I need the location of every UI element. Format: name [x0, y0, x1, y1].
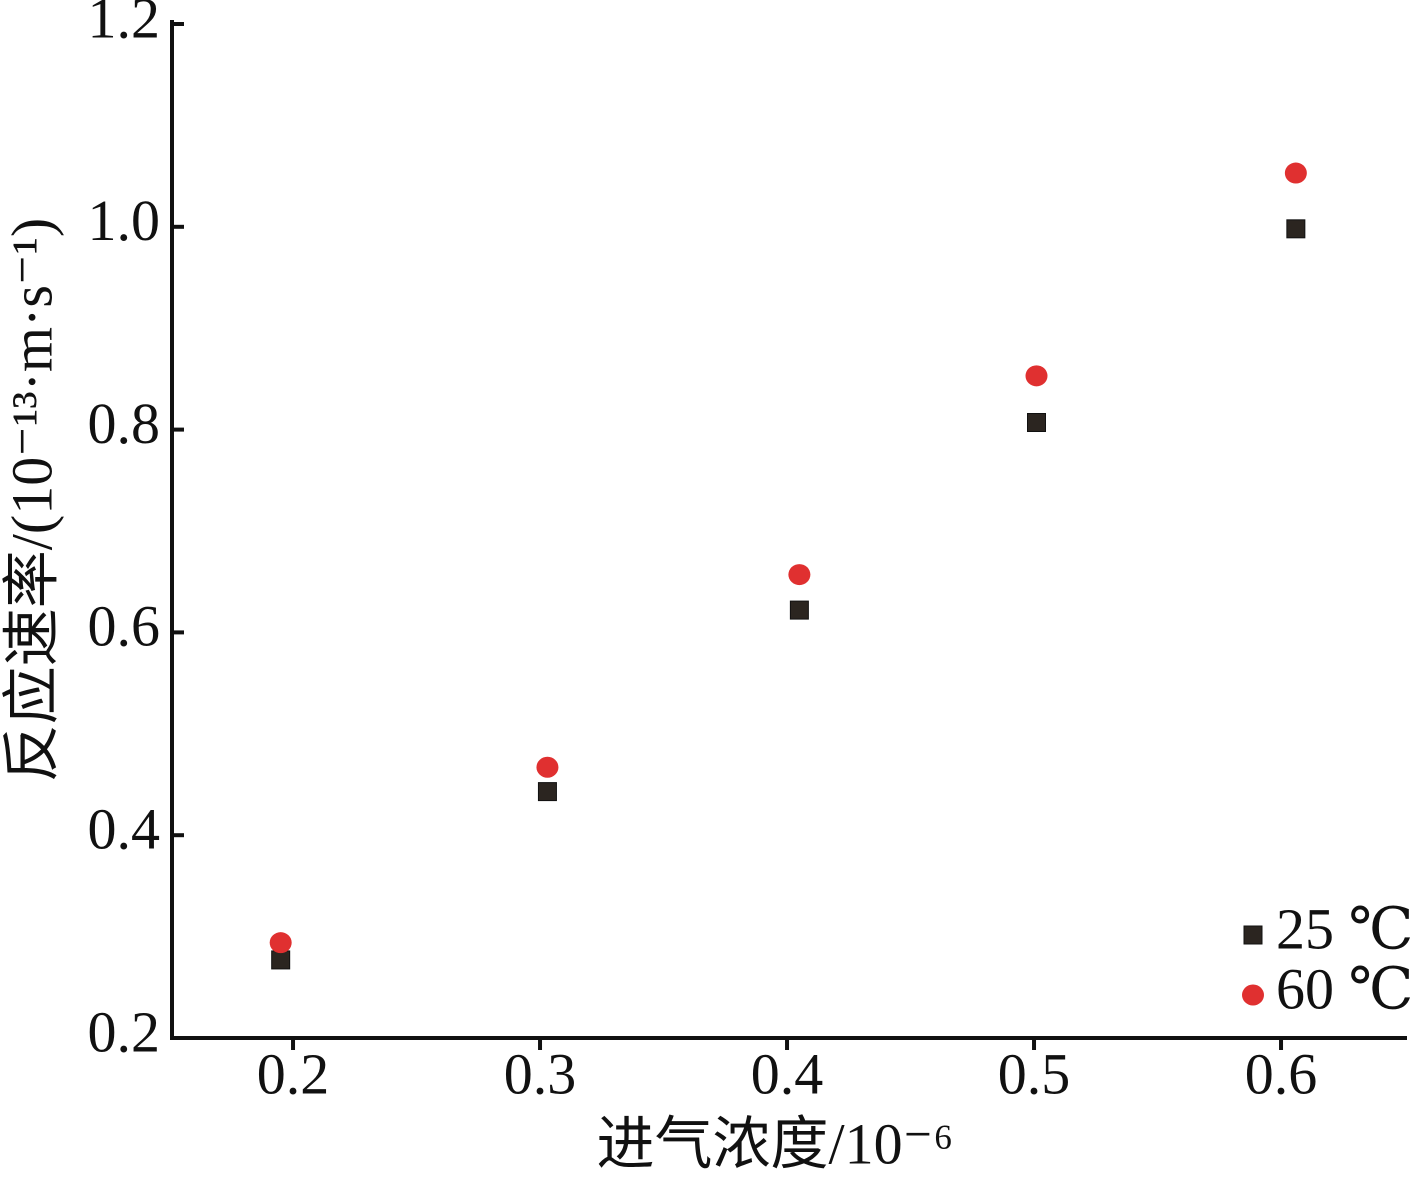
- point: [269, 932, 292, 954]
- x-tick-label: 0.3: [504, 1041, 577, 1106]
- point: [1286, 219, 1306, 239]
- point: [537, 782, 557, 802]
- point: [788, 564, 811, 586]
- y-tick-label: 0.2: [88, 999, 161, 1064]
- point: [536, 756, 559, 778]
- y-tick-label: 1.0: [88, 188, 161, 253]
- y-axis-label: 反应速率/(10⁻¹³·m·s⁻¹): [0, 218, 64, 782]
- legend-label: 60 ℃: [1276, 956, 1413, 1021]
- point: [1027, 413, 1046, 433]
- point: [271, 950, 291, 970]
- x-tick-label: 0.2: [257, 1041, 330, 1106]
- x-tick-label: 0.4: [751, 1041, 824, 1106]
- y-tick-label: 0.8: [88, 391, 161, 456]
- y-tick-label: 1.2: [88, 0, 161, 50]
- point: [789, 600, 809, 620]
- x-axis-label: 进气浓度/10⁻⁶: [597, 1111, 954, 1176]
- point: [1025, 365, 1048, 387]
- y-tick-label: 0.4: [88, 797, 161, 862]
- legend-label: 25 ℃: [1276, 896, 1413, 961]
- legend-marker: [1242, 984, 1264, 1006]
- legend-marker: [1243, 925, 1263, 945]
- x-tick-label: 0.5: [998, 1041, 1071, 1106]
- point: [1284, 162, 1307, 184]
- y-tick-label: 0.6: [88, 594, 161, 659]
- x-tick-label: 0.6: [1245, 1041, 1318, 1106]
